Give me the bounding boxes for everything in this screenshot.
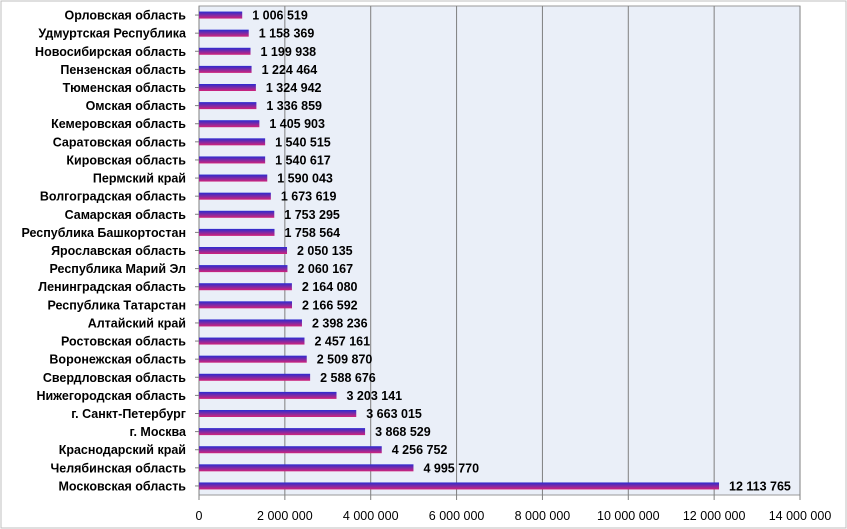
bar xyxy=(199,102,257,110)
category-label: Удмуртская Республика xyxy=(38,27,187,41)
bar xyxy=(199,355,307,363)
category-label: Московская область xyxy=(58,479,186,493)
data-label: 2 509 870 xyxy=(317,353,373,367)
data-label: 3 203 141 xyxy=(347,389,403,403)
category-label: Кировская область xyxy=(66,153,186,167)
data-label: 1 336 859 xyxy=(266,99,322,113)
bar xyxy=(199,446,382,454)
x-tick-label: 2 000 000 xyxy=(257,509,313,523)
bar xyxy=(199,65,252,73)
data-label: 1 405 903 xyxy=(269,117,325,131)
data-label: 3 663 015 xyxy=(366,407,422,421)
bar xyxy=(199,319,302,327)
bar xyxy=(199,428,366,436)
data-label: 4 256 752 xyxy=(392,443,448,457)
x-axis-ticks: 0 2 000 000 4 000 000 6 000 000 8 000 000 10 … xyxy=(196,495,832,523)
bar xyxy=(199,373,311,381)
data-label: 1 758 564 xyxy=(284,226,340,240)
bar xyxy=(199,301,293,309)
category-label: Орловская область xyxy=(65,9,187,23)
value-labels: 1 006 519 1 158 369 1 199 938 1 224 464 1 32… xyxy=(252,9,791,494)
data-label: 2 457 161 xyxy=(314,335,370,349)
category-label: Самарская область xyxy=(65,208,187,222)
data-label: 12 113 765 xyxy=(729,479,791,493)
data-label: 2 060 167 xyxy=(297,262,353,276)
category-label: Ярославская область xyxy=(51,244,186,258)
category-label: Республика Башкортостан xyxy=(21,226,186,240)
bar xyxy=(199,192,271,200)
bar xyxy=(199,11,243,19)
x-tick-label: 8 000 000 xyxy=(515,509,571,523)
x-tick-label: 12 000 000 xyxy=(683,509,746,523)
x-tick-label: 14 000 000 xyxy=(769,509,832,523)
data-label: 1 224 464 xyxy=(262,63,318,77)
data-label: 2 166 592 xyxy=(302,298,358,312)
data-label: 1 590 043 xyxy=(277,172,333,186)
category-label: г. Санкт-Петербург xyxy=(71,407,186,421)
data-label: 1 673 619 xyxy=(281,190,337,204)
category-label: Республика Татарстан xyxy=(47,298,186,312)
category-label: Тюменская область xyxy=(63,81,187,95)
bar xyxy=(199,47,251,55)
category-label: Саратовская область xyxy=(53,135,187,149)
category-label: Краснодарский край xyxy=(59,443,186,457)
bar xyxy=(199,210,275,218)
data-label: 1 753 295 xyxy=(284,208,340,222)
category-label: Воронежская область xyxy=(49,353,186,367)
plot-area xyxy=(198,5,801,496)
bar xyxy=(199,283,292,291)
bar xyxy=(199,174,268,182)
category-label: Омская область xyxy=(86,99,187,113)
bar xyxy=(199,29,249,37)
data-label: 1 199 938 xyxy=(261,45,317,59)
data-label: 1 324 942 xyxy=(266,81,322,95)
data-label: 4 995 770 xyxy=(423,461,479,475)
category-label: Свердловская область xyxy=(43,371,186,385)
x-tick-label: 6 000 000 xyxy=(429,509,485,523)
category-label: Алтайский край xyxy=(88,316,186,330)
data-label: 2 050 135 xyxy=(297,244,353,258)
category-label: Волгоградская область xyxy=(40,190,186,204)
bar xyxy=(199,391,337,399)
data-label: 2 164 080 xyxy=(302,280,358,294)
data-label: 1 158 369 xyxy=(259,27,315,41)
bar xyxy=(199,265,288,273)
x-tick-label: 4 000 000 xyxy=(343,509,399,523)
category-label: Челябинская область xyxy=(50,461,186,475)
data-label: 1 006 519 xyxy=(252,9,308,23)
category-label: Новосибирская область xyxy=(35,45,186,59)
bar xyxy=(199,464,414,472)
category-label: Пензенская область xyxy=(60,63,186,77)
bar xyxy=(199,247,288,254)
category-label: г. Москва xyxy=(130,425,188,439)
bar xyxy=(199,84,256,91)
x-tick-label: 0 xyxy=(196,509,203,523)
category-label: Ленинградская область xyxy=(38,280,186,294)
data-label: 2 398 236 xyxy=(312,316,368,330)
x-tick-label: 10 000 000 xyxy=(597,509,660,523)
category-labels: Орловская область Удмуртская Республика Но… xyxy=(21,9,187,494)
bars xyxy=(195,11,720,490)
data-label: 1 540 617 xyxy=(275,153,331,167)
bar xyxy=(199,410,357,417)
data-label: 2 588 676 xyxy=(320,371,376,385)
bar xyxy=(199,482,720,490)
data-label: 3 868 529 xyxy=(375,425,431,439)
bar xyxy=(199,120,260,128)
bar xyxy=(199,228,275,236)
category-label: Нижегородская область xyxy=(36,389,186,403)
category-label: Пермский край xyxy=(93,172,186,186)
category-label: Республика Марий Эл xyxy=(50,262,187,276)
bar xyxy=(199,156,266,164)
data-label: 1 540 515 xyxy=(275,135,331,149)
category-label: Кемеровская область xyxy=(51,117,186,131)
category-label: Ростовская область xyxy=(61,335,186,349)
bar xyxy=(199,138,266,146)
bar xyxy=(199,337,305,345)
